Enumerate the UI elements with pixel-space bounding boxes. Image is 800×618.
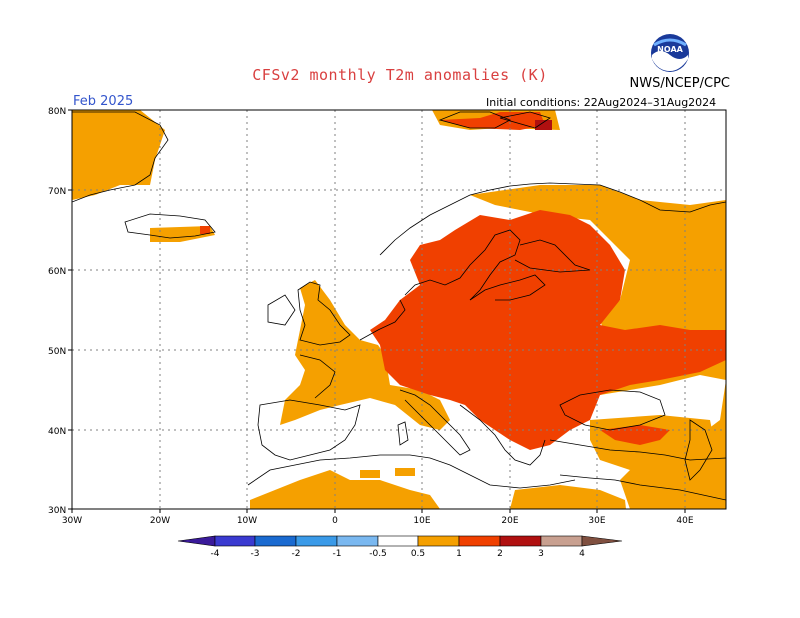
colorbar-label-p05: 0.5 <box>411 549 425 559</box>
lon-label-0: 0 <box>332 516 338 526</box>
colorbar-m1-m05 <box>336 535 379 547</box>
colorbar-p2-p3 <box>499 535 542 547</box>
colorbar-p1-p2 <box>458 535 501 547</box>
colorbar-label-p4: 4 <box>579 549 585 559</box>
lon-label-10e: 10E <box>413 516 430 526</box>
coastlines <box>72 111 726 501</box>
colorbar-label-p2: 2 <box>497 549 503 559</box>
colorbar-label-m05: -0.5 <box>369 549 387 559</box>
lat-label-80n: 80N <box>48 107 66 117</box>
lat-label-30n: 30N <box>48 506 66 516</box>
lon-label-30e: 30E <box>588 516 605 526</box>
colorbar-p3-p4 <box>540 535 583 547</box>
colorbar-label-m1: -1 <box>333 549 342 559</box>
map-frame <box>71 109 727 510</box>
agency-label: NWS/NCEP/CPC <box>629 76 730 91</box>
anomaly-1-2-fields <box>200 112 726 450</box>
map-title: CFSv2 monthly T2m anomalies (K) <box>252 66 548 84</box>
lon-label-20e: 20E <box>501 516 518 526</box>
colorbar-m3-m2 <box>254 535 297 547</box>
colorbar-label-m4: -4 <box>211 549 220 559</box>
colorbar-lt-m4 <box>177 535 216 547</box>
colorbar-m4-m3 <box>214 535 256 547</box>
colorbar-p05-p1 <box>417 535 460 547</box>
lat-label-60n: 60N <box>48 267 66 277</box>
colorbar-gt-p4 <box>581 535 623 547</box>
lat-label-40n: 40N <box>48 427 66 437</box>
initial-conditions: Initial conditions: 22Aug2024–31Aug2024 <box>486 96 717 109</box>
colorbar-label-p3: 3 <box>538 549 544 559</box>
colorbar-label-m2: -2 <box>292 549 301 559</box>
lon-label-10w: 10W <box>237 516 257 526</box>
colorbar-labels: -4 -3 -2 -1 -0.5 0.5 1 2 3 4 <box>211 549 586 559</box>
lon-label-20w: 20W <box>150 516 170 526</box>
colorbar-neutral <box>377 535 419 547</box>
lon-label-40e: 40E <box>676 516 693 526</box>
colorbar-m2-m1 <box>295 535 338 547</box>
lon-label-30w: 30W <box>62 516 82 526</box>
forecast-month: Feb 2025 <box>73 94 134 109</box>
anomaly-2-3-fields <box>535 120 552 130</box>
lat-label-70n: 70N <box>48 187 66 197</box>
colorbar-label-p1: 1 <box>456 549 462 559</box>
colorbar <box>177 535 623 547</box>
graticule <box>72 110 726 509</box>
colorbar-label-m3: -3 <box>251 549 260 559</box>
lat-label-50n: 50N <box>48 347 66 357</box>
axis-ticks <box>68 109 686 513</box>
logo-text: NOAA <box>657 45 683 54</box>
noaa-logo: NOAA <box>651 34 689 72</box>
